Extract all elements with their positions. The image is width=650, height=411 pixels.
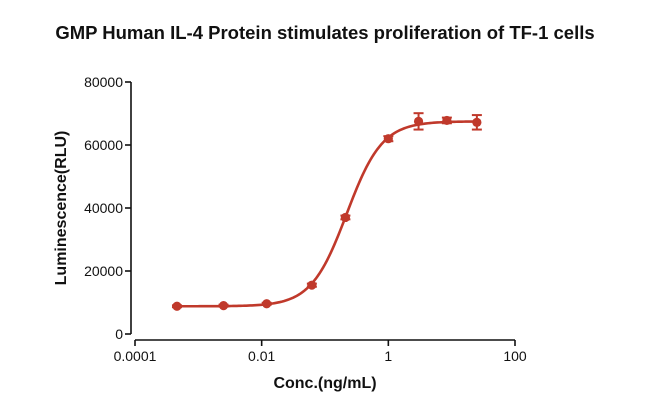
data-point <box>442 115 452 126</box>
data-point <box>218 301 229 311</box>
data-point <box>383 134 393 144</box>
data-point <box>172 301 182 311</box>
y-tick-label: 0 <box>115 326 123 342</box>
data-point <box>262 299 272 309</box>
y-tick-label: 80000 <box>84 74 123 90</box>
fit-curve-layer <box>176 120 477 308</box>
y-tick-label: 20000 <box>84 263 123 279</box>
x-tick-label: 1 <box>384 348 392 364</box>
x-tick-label: 0.0001 <box>114 348 157 364</box>
axes: 0 20000 40000 60000 80000 0.0001 0.01 1 100 <box>84 74 527 364</box>
y-tick-label: 40000 <box>84 200 123 216</box>
chart-title: GMP Human IL-4 Protein stimulates prolif… <box>55 22 595 43</box>
y-axis-title: Luminescence(RLU) <box>53 131 70 286</box>
y-tick-label: 60000 <box>84 137 123 153</box>
error-bars-layer <box>171 112 482 309</box>
x-tick-label: 0.01 <box>248 348 275 364</box>
x-axis-title: Conc.(ng/mL) <box>273 375 376 392</box>
x-tick-label: 100 <box>503 348 527 364</box>
data-point <box>307 280 317 290</box>
data-points-layer <box>172 115 482 311</box>
data-point <box>340 212 351 223</box>
data-point <box>413 116 424 126</box>
data-point <box>472 117 482 127</box>
fit-curve <box>176 120 477 308</box>
